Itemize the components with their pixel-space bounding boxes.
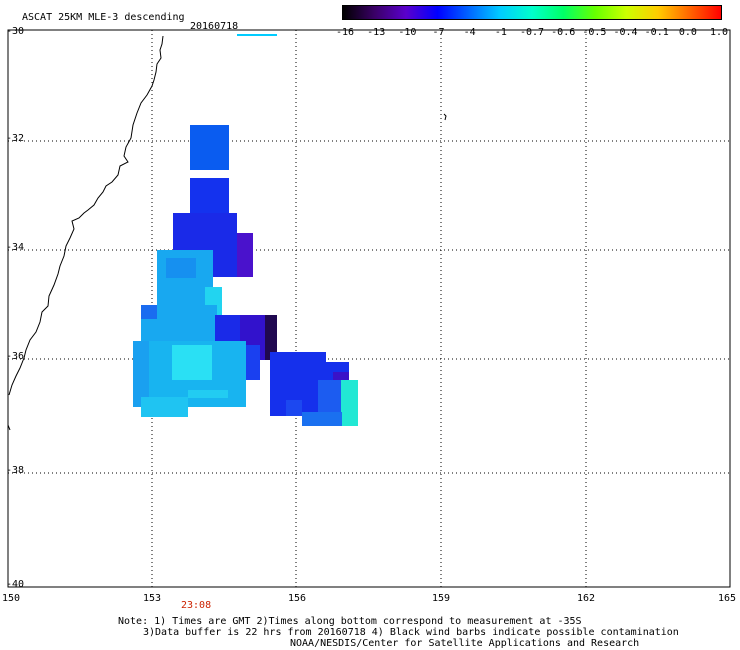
data-cell — [265, 315, 277, 360]
lat-label: -32 — [6, 133, 25, 144]
data-cell — [237, 233, 253, 277]
data-cell — [188, 390, 228, 398]
colorbar-tick-label: -10 — [398, 27, 417, 38]
colorbar-tick-label: 0.0 — [678, 27, 697, 38]
data-swath — [133, 125, 358, 426]
data-cell — [213, 233, 237, 277]
colorbar-tick-label: -16 — [336, 27, 355, 38]
lat-label: -38 — [6, 465, 25, 476]
lon-label: 153 — [143, 593, 162, 604]
data-cell — [166, 258, 196, 278]
colorbar — [342, 5, 722, 20]
colorbar-tick-label: -13 — [367, 27, 386, 38]
note-line-3: NOAA/NESDIS/Center for Satellite Applica… — [290, 638, 640, 649]
colorbar-tick-label: -1 — [494, 27, 507, 38]
data-cell — [190, 125, 229, 170]
lon-label: 156 — [288, 593, 307, 604]
map-title: ASCAT 25KM MLE-3 descending — [22, 12, 185, 23]
data-cell — [302, 412, 342, 426]
map-date: 20160718 — [190, 21, 239, 32]
colorbar-tick-label: -7 — [432, 27, 445, 38]
note-line-1: Note: 1) Times are GMT 2)Times along bot… — [118, 616, 582, 627]
data-cell — [341, 380, 358, 426]
pass-time-label: 23:08 — [181, 600, 212, 611]
data-cell — [246, 345, 260, 380]
lon-label: 159 — [432, 593, 451, 604]
lat-label: -30 — [6, 26, 25, 37]
data-cell — [333, 372, 349, 382]
coast-fragment — [7, 424, 11, 431]
coastline — [8, 35, 164, 396]
colorbar-tick-label: -0.7 — [520, 27, 545, 38]
lon-label: 150 — [2, 593, 21, 604]
data-cell — [190, 178, 229, 213]
time-bar — [237, 34, 277, 36]
data-cell — [172, 345, 212, 380]
note-line-2: 3)Data buffer is 22 hrs from 20160718 4)… — [143, 627, 679, 638]
colorbar-tick-label: -0.6 — [551, 27, 576, 38]
lat-label: -34 — [6, 242, 25, 253]
lon-label: 165 — [718, 593, 737, 604]
data-cell — [141, 305, 157, 319]
lat-label: -36 — [6, 351, 25, 362]
data-cell — [286, 400, 302, 416]
colorbar-tick-label: 1.0 — [710, 27, 729, 38]
lon-label: 162 — [577, 593, 596, 604]
data-cell — [133, 341, 149, 407]
colorbar-tick-label: -0.5 — [582, 27, 607, 38]
colorbar-tick-label: -0.4 — [613, 27, 638, 38]
lat-label: -40 — [6, 579, 25, 590]
colorbar-tick-label: -0.1 — [644, 27, 669, 38]
plot-frame — [7, 29, 731, 588]
data-cell — [141, 397, 188, 417]
grid-lines — [8, 30, 730, 587]
island — [443, 113, 447, 121]
colorbar-tick-label: -4 — [463, 27, 476, 38]
